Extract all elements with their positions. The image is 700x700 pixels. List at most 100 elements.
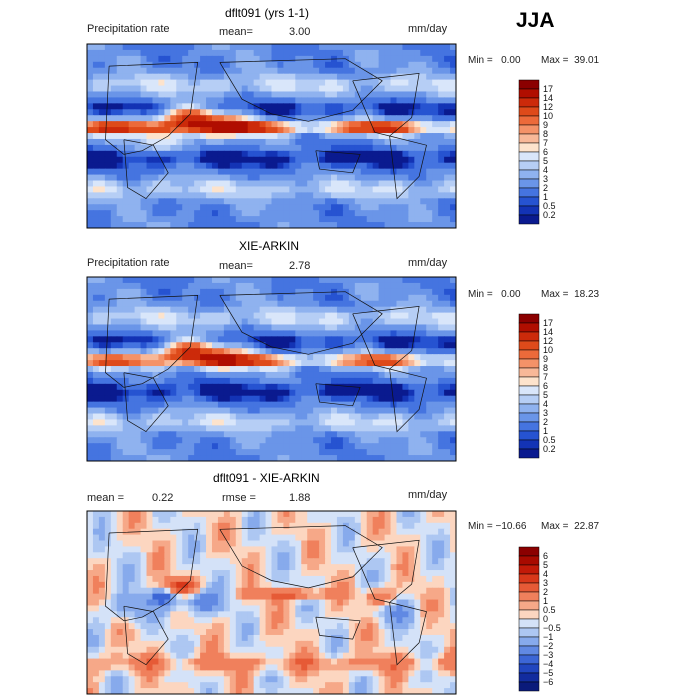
colorbar-swatch (518, 618, 540, 629)
colorbar-label: −6 (543, 677, 553, 687)
panel2-max: Max = 18.23 (541, 289, 600, 300)
colorbar-label: 7 (543, 138, 548, 148)
colorbar-swatch (518, 394, 540, 405)
colorbar-label: 6 (543, 551, 548, 561)
panel3-mean-label: mean = (87, 492, 124, 504)
colorbar-label: 10 (543, 111, 553, 121)
colorbar-swatch (518, 349, 540, 360)
colorbar-swatch (518, 672, 540, 683)
colorbar-label: 5 (543, 560, 548, 570)
colorbar-swatch (518, 169, 540, 180)
colorbar-label: −4 (543, 659, 553, 669)
colorbar-swatch (518, 322, 540, 333)
colorbar-swatch (518, 124, 540, 135)
colorbar-swatch (518, 385, 540, 396)
panel1-mean-value: 3.00 (289, 26, 311, 38)
colorbar-label: 6 (543, 381, 548, 391)
colorbar-swatch (518, 367, 540, 378)
colorbar-swatch (518, 142, 540, 153)
colorbar-label: 3 (543, 174, 548, 184)
panel3-max: Max = 22.87 (541, 521, 600, 532)
colorbar-label: 6 (543, 147, 548, 157)
colorbar-swatch (518, 97, 540, 108)
colorbar-swatch (518, 681, 540, 692)
panel2-mean-value: 2.78 (289, 260, 311, 272)
colorbar-label: 1 (543, 426, 548, 436)
colorbar-swatch (518, 448, 540, 459)
colorbar-swatch (518, 178, 540, 189)
colorbar-swatch (518, 430, 540, 441)
panel2-title: XIE-ARKIN (239, 239, 300, 253)
colorbar-label: −2 (543, 641, 553, 651)
colorbar-swatch (518, 340, 540, 351)
colorbar-label: −3 (543, 650, 553, 660)
colorbar-swatch (518, 133, 540, 144)
colorbar-label: 12 (543, 336, 553, 346)
panel3-mean-value: 0.22 (152, 492, 174, 504)
colorbar-swatch (518, 214, 540, 225)
colorbar-swatch (518, 573, 540, 584)
colorbar-label: 17 (543, 84, 553, 94)
colorbar-swatch (518, 79, 540, 90)
panel3-title: dflt091 - XIE-ARKIN (213, 471, 320, 485)
panel1-max: Max = 39.01 (541, 55, 600, 66)
colorbar-label: 2 (543, 417, 548, 427)
colorbar-label: 2 (543, 183, 548, 193)
colorbar-label: 5 (543, 156, 548, 166)
colorbar-label: 0.5 (543, 435, 556, 445)
map1-frame (86, 43, 457, 229)
colorbar-swatch (518, 160, 540, 171)
colorbar-label: 3 (543, 578, 548, 588)
colorbar-swatch (518, 663, 540, 674)
colorbar-swatch (518, 88, 540, 99)
colorbar-swatch (518, 331, 540, 342)
panel1-title: dflt091 (yrs 1-1) (225, 6, 310, 20)
model-precip-map (87, 44, 456, 228)
colorbar-label: −1 (543, 632, 553, 642)
colorbar-label: 8 (543, 363, 548, 373)
panel1-mean-label: mean= (219, 26, 253, 38)
colorbar-swatch (518, 412, 540, 423)
panel1-units: mm/day (408, 23, 448, 35)
panel3-units: mm/day (408, 489, 448, 501)
colorbar-label: 0 (543, 614, 548, 624)
colorbar-label: 9 (543, 120, 548, 130)
colorbar-swatch (518, 627, 540, 638)
colorbar-label: 5 (543, 390, 548, 400)
colorbar-swatch (518, 645, 540, 656)
panel2-min: Min = 0.00 (468, 289, 521, 300)
colorbar-swatch (518, 582, 540, 593)
obs-precip-map (87, 277, 456, 461)
colorbar-swatch (518, 564, 540, 575)
colorbar-label: 8 (543, 129, 548, 139)
colorbar-swatch (518, 106, 540, 117)
panel1-min: Min = 0.00 (468, 55, 521, 66)
panel2-mean-label: mean= (219, 260, 253, 272)
colorbar-label: 4 (543, 165, 548, 175)
colorbar-swatch (518, 403, 540, 414)
panel3-min: Min = −10.66 (468, 521, 527, 532)
colorbar-label: 17 (543, 318, 553, 328)
panel3-rmse-value: 1.88 (289, 492, 311, 504)
colorbar-label: 2 (543, 587, 548, 597)
colorbar-label: −0.5 (543, 623, 561, 633)
colorbar-label: 12 (543, 102, 553, 112)
colorbar-swatch (518, 196, 540, 207)
colorbar-swatch (518, 376, 540, 387)
panel3-rmse-label: rmse = (222, 492, 256, 504)
colorbar-swatch (518, 115, 540, 126)
map2-frame (86, 276, 457, 462)
colorbar-swatch (518, 187, 540, 198)
colorbar-label: 10 (543, 345, 553, 355)
colorbar-swatch (518, 609, 540, 620)
colorbar-label: 1 (543, 596, 548, 606)
map3-frame (86, 510, 457, 695)
colorbar-label: 3 (543, 408, 548, 418)
colorbar-swatch (518, 654, 540, 665)
colorbar-swatch (518, 151, 540, 162)
colorbar-swatch (518, 313, 540, 324)
